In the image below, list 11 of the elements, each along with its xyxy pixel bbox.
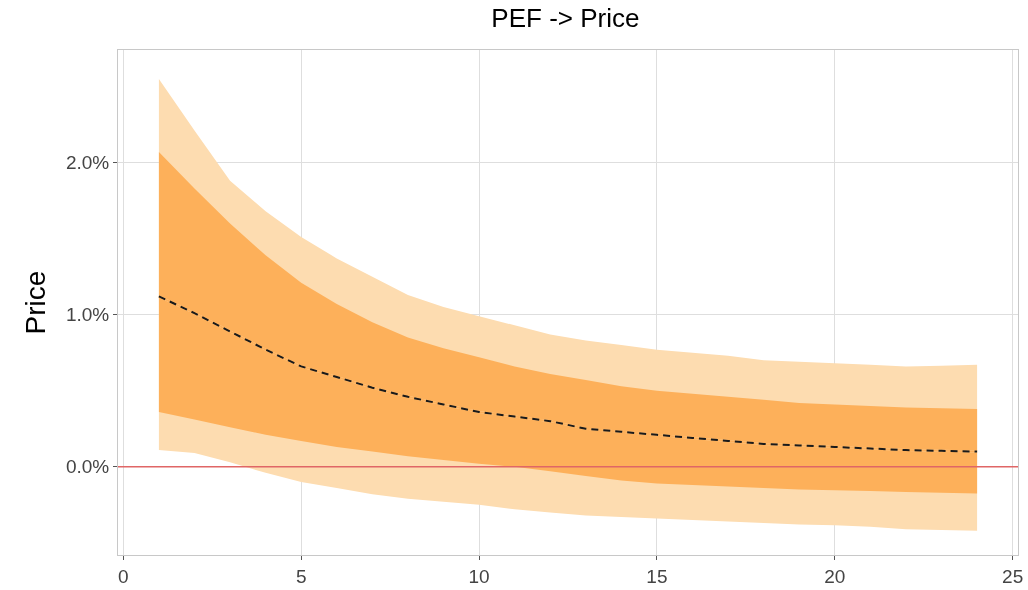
x-tick-label: 5: [295, 565, 307, 587]
x-tick-label: 25: [1002, 565, 1024, 587]
y-axis-title: Price: [19, 270, 51, 335]
x-tick-label: 0: [118, 565, 129, 587]
y-tick-label: 0.0%: [65, 456, 110, 478]
x-tick-label: 20: [824, 565, 846, 587]
y-tick-label: 2.0%: [65, 152, 110, 174]
x-tick-label: 10: [468, 565, 490, 587]
x-tick-label: 15: [646, 565, 668, 587]
y-tick-label: 1.0%: [65, 304, 110, 326]
chart-title: PEF -> Price: [491, 3, 640, 34]
